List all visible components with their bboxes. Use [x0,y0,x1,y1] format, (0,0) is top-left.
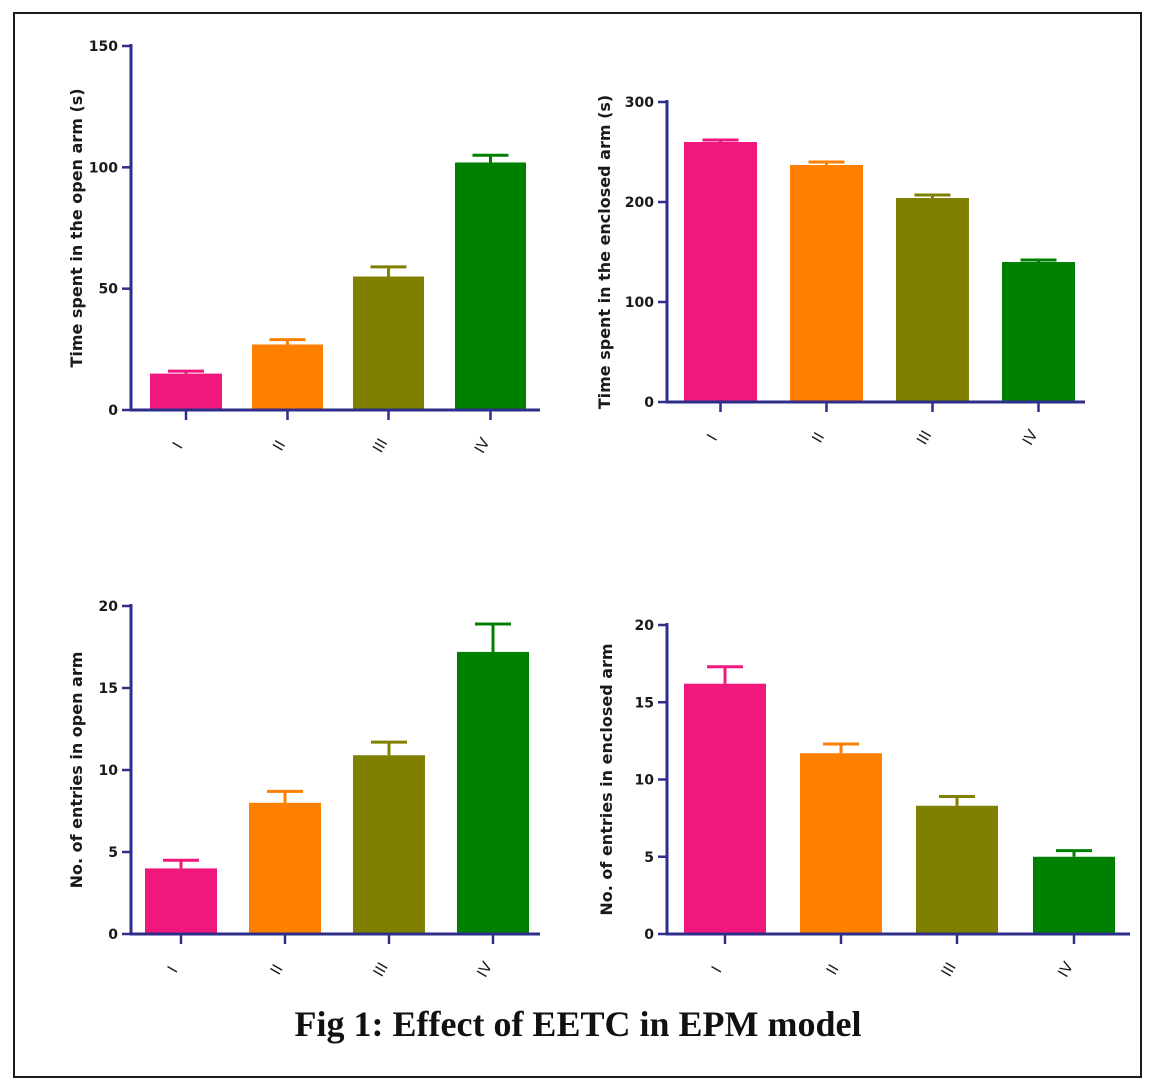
error-bar-I [168,369,204,374]
y-axis-label: No. of entries in enclosed arm [597,643,616,915]
y-tick-label: 20 [99,599,119,615]
y-tick-label: 100 [625,295,654,311]
figure-caption: Fig 1: Effect of EETC in EPM model [294,1004,862,1044]
error-bar-III [914,193,951,198]
y-tick-label: 15 [99,681,118,697]
bar-I [150,373,222,410]
y-tick-label: 15 [635,695,654,711]
y-tick-label: 0 [644,395,654,411]
y-tick-label: 200 [625,195,654,211]
y-tick-label: 5 [644,850,654,866]
error-bar-II [269,338,306,345]
error-bar-IV [1020,258,1057,262]
bar-I [684,142,757,402]
error-bar-III [939,794,975,806]
y-tick-label: 0 [108,403,118,419]
bar-III [916,805,998,934]
error-bar-IV [472,153,509,163]
bar-IV [455,162,526,410]
bar-II [249,802,321,934]
bar-IV [1033,856,1115,934]
bar-II [800,753,882,934]
y-tick-label: 100 [89,160,118,176]
error-bar-I [702,138,739,142]
error-bar-II [808,160,845,165]
y-tick-label: 0 [108,927,118,943]
error-bar-I [163,858,199,869]
y-tick-label: 20 [635,618,655,634]
y-tick-label: 0 [644,927,654,943]
bar-II [252,344,323,410]
y-tick-label: 300 [625,95,654,111]
error-bar-II [823,742,859,754]
bar-I [145,868,217,934]
bar-III [353,755,425,934]
y-tick-label: 150 [89,39,118,55]
x-tick-label: II [823,961,843,978]
x-tick-label: III [938,959,960,980]
y-tick-label: 5 [108,845,118,861]
error-bar-III [371,740,407,756]
error-bar-IV [1056,849,1092,857]
y-tick-label: 10 [99,763,119,779]
bar-IV [457,651,529,934]
y-axis-label: Time spent in the open arm (s) [67,88,86,367]
x-tick-label: I [708,963,726,976]
error-bar-IV [475,622,511,652]
x-tick-label: IV [1054,958,1077,980]
y-tick-label: 10 [635,773,655,789]
y-axis-label: Time spent in the enclosed arm (s) [595,95,614,410]
error-bar-I [707,665,743,684]
y-tick-label: 50 [99,282,119,298]
bar-I [684,683,766,934]
y-axis-label: No. of entries in open arm [67,652,86,889]
bar-IV [1002,262,1075,402]
bar-II [790,165,863,402]
bar-III [896,198,969,402]
error-bar-III [370,265,407,277]
bar-III [353,276,424,410]
error-bar-II [267,789,303,803]
